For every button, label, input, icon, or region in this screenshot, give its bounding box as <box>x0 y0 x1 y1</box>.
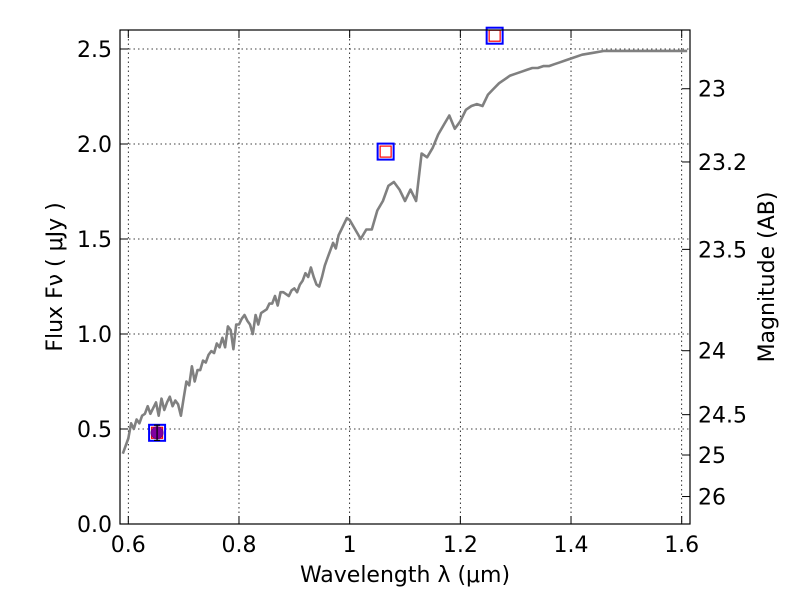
y-tick-label: 0.0 <box>77 513 112 538</box>
y-axis-label: Flux Fν ( μJy ) <box>43 202 68 351</box>
y-tick-label: 1.0 <box>77 323 112 348</box>
model-spectrum-layer <box>121 49 688 455</box>
ticks: 0.6 0.8 1 1.2 1.4 1.6 0.0 0.5 1.0 1.5 2.0 2.5 23 23.2… <box>77 30 747 558</box>
y2-tick-label: 25 <box>698 444 726 469</box>
y2-tick-label: 24 <box>698 340 726 365</box>
y2-tick-label: 26 <box>698 486 726 511</box>
y2-axis-label: Magnitude (AB) <box>755 192 780 363</box>
y-tick-label: 2.0 <box>77 133 112 158</box>
y2-tick-label: 24.5 <box>698 404 747 429</box>
x-axis-label: Wavelength λ (μm) <box>300 563 510 588</box>
x-tick-label: 1.6 <box>664 533 699 558</box>
model-photometry-box <box>485 26 504 45</box>
model-spectrum-line <box>121 49 688 455</box>
y2-tick-label: 23.2 <box>698 151 747 176</box>
x-tick-label: 0.6 <box>111 533 146 558</box>
y-tick-label: 1.5 <box>77 228 112 253</box>
grid-lines <box>120 30 690 525</box>
model-photometry-inner-box <box>379 145 392 158</box>
y-tick-label: 2.5 <box>77 38 112 63</box>
y-tick-label: 0.5 <box>77 418 112 443</box>
y2-tick-label: 23 <box>698 78 726 103</box>
x-tick-label: 1.2 <box>443 533 478 558</box>
x-tick-label: 0.8 <box>221 533 256 558</box>
model-photometry-box <box>376 142 395 161</box>
x-tick-label: 1.4 <box>554 533 589 558</box>
photometry-points-layer <box>148 26 504 442</box>
y2-tick-label: 23.5 <box>698 238 747 263</box>
x-tick-label: 1 <box>343 533 357 558</box>
plot-frame <box>119 29 691 525</box>
